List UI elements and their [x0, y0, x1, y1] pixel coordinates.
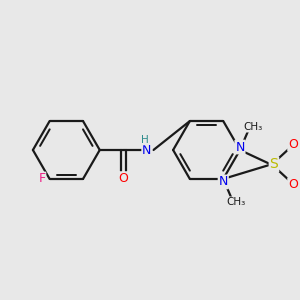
- Text: CH₃: CH₃: [243, 122, 262, 132]
- Text: CH₃: CH₃: [226, 197, 246, 207]
- Text: H: H: [141, 135, 148, 145]
- Text: O: O: [288, 138, 298, 151]
- Text: O: O: [288, 178, 298, 191]
- Text: S: S: [270, 158, 278, 172]
- Text: N: N: [235, 140, 244, 154]
- Text: N: N: [142, 143, 152, 157]
- Text: O: O: [119, 172, 128, 185]
- Text: F: F: [38, 172, 45, 185]
- Text: N: N: [219, 176, 228, 188]
